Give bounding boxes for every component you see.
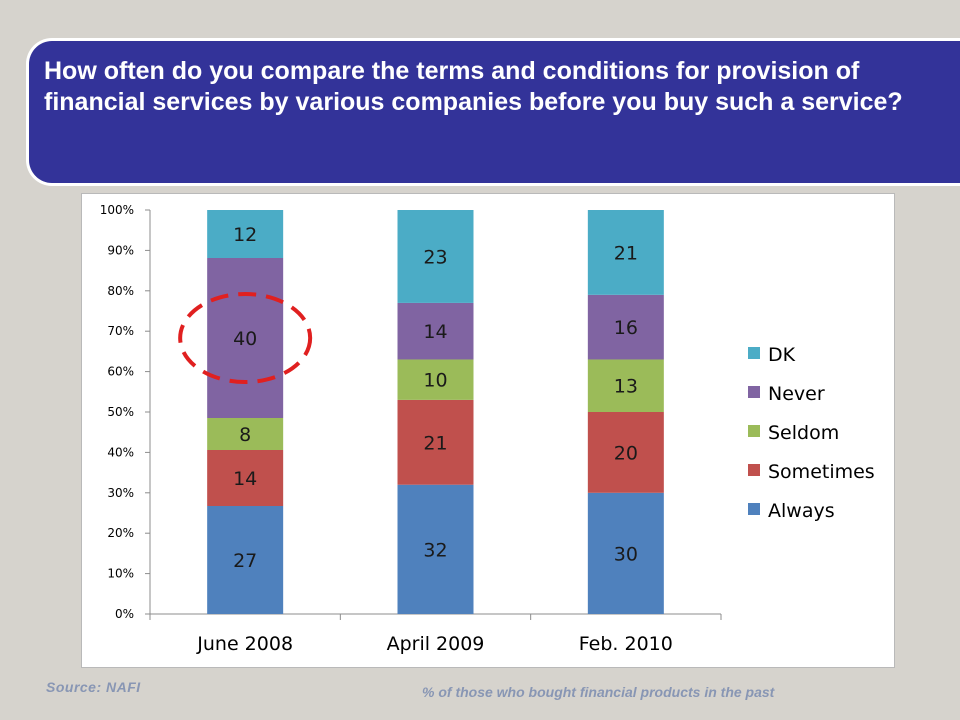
y-tick-label: 40% <box>107 445 134 459</box>
bar-never <box>207 258 284 418</box>
data-label: 40 <box>233 328 257 350</box>
legend-label-sometimes: Sometimes <box>768 461 875 483</box>
y-tick-label: 60% <box>107 365 134 379</box>
y-tick-label: 70% <box>107 324 134 338</box>
data-label: 8 <box>239 424 251 446</box>
y-tick-label: 0% <box>115 607 134 621</box>
legend-swatch-never <box>748 386 760 398</box>
y-tick-label: 30% <box>107 486 134 500</box>
legend-swatch-dk <box>748 347 760 359</box>
legend-label-seldom: Seldom <box>768 422 839 444</box>
title-banner <box>26 38 960 186</box>
data-label: 30 <box>614 543 638 565</box>
bar-dk <box>207 210 284 258</box>
legend-swatch-seldom <box>748 425 760 437</box>
legend-label-always: Always <box>768 500 835 522</box>
y-tick-label: 80% <box>107 284 134 298</box>
legend-label-dk: DK <box>768 344 796 366</box>
y-tick-label: 10% <box>107 567 134 581</box>
data-label: 21 <box>614 242 638 264</box>
legend-label-never: Never <box>768 383 825 405</box>
bar-always <box>397 484 474 614</box>
bar-seldom <box>207 418 284 450</box>
x-tick-label: Feb. 2010 <box>579 633 673 655</box>
data-label: 32 <box>423 539 447 561</box>
bar-dk <box>397 210 474 303</box>
data-label: 23 <box>423 246 447 268</box>
x-tick-label: April 2009 <box>387 633 485 655</box>
bar-never <box>587 294 664 360</box>
legend-swatch-always <box>748 503 760 515</box>
chart-title: How often do you compare the terms and c… <box>44 57 903 116</box>
chart-panel: 0% 10% 20% 30% 40% 50% 60% 70% 80% 90% 100% 27 14 8 40… <box>81 193 895 668</box>
bar-always <box>587 492 664 614</box>
y-tick-label: 90% <box>107 243 134 257</box>
y-tick-label: 50% <box>107 405 134 419</box>
source-note: Source: NAFI <box>46 679 141 695</box>
data-label: 20 <box>614 442 638 464</box>
stacked-bar-chart: 0% 10% 20% 30% 40% 50% 60% 70% 80% 90% 100% 27 14 8 40… <box>100 203 875 655</box>
legend-swatch-sometimes <box>748 464 760 476</box>
data-label: 16 <box>614 317 638 339</box>
data-label: 14 <box>423 321 447 343</box>
data-label: 12 <box>233 224 257 246</box>
bar-dk <box>587 210 664 295</box>
x-tick-label: June 2008 <box>196 633 293 655</box>
bar-sometimes <box>207 450 284 506</box>
bar-always <box>207 506 284 614</box>
data-label: 27 <box>233 550 257 572</box>
data-label: 14 <box>233 468 257 490</box>
bar-sometimes <box>397 399 474 485</box>
data-label: 13 <box>614 376 638 398</box>
data-label: 10 <box>423 370 447 392</box>
y-tick-label: 100% <box>100 203 134 217</box>
footnote: % of those who bought financial products… <box>422 684 775 700</box>
bar-sometimes <box>587 412 664 493</box>
bar-seldom <box>587 359 664 412</box>
y-tick-label: 20% <box>107 526 134 540</box>
data-label: 21 <box>423 432 447 454</box>
highlight-circle <box>178 292 313 384</box>
bar-never <box>397 302 474 360</box>
bar-seldom <box>397 359 474 400</box>
